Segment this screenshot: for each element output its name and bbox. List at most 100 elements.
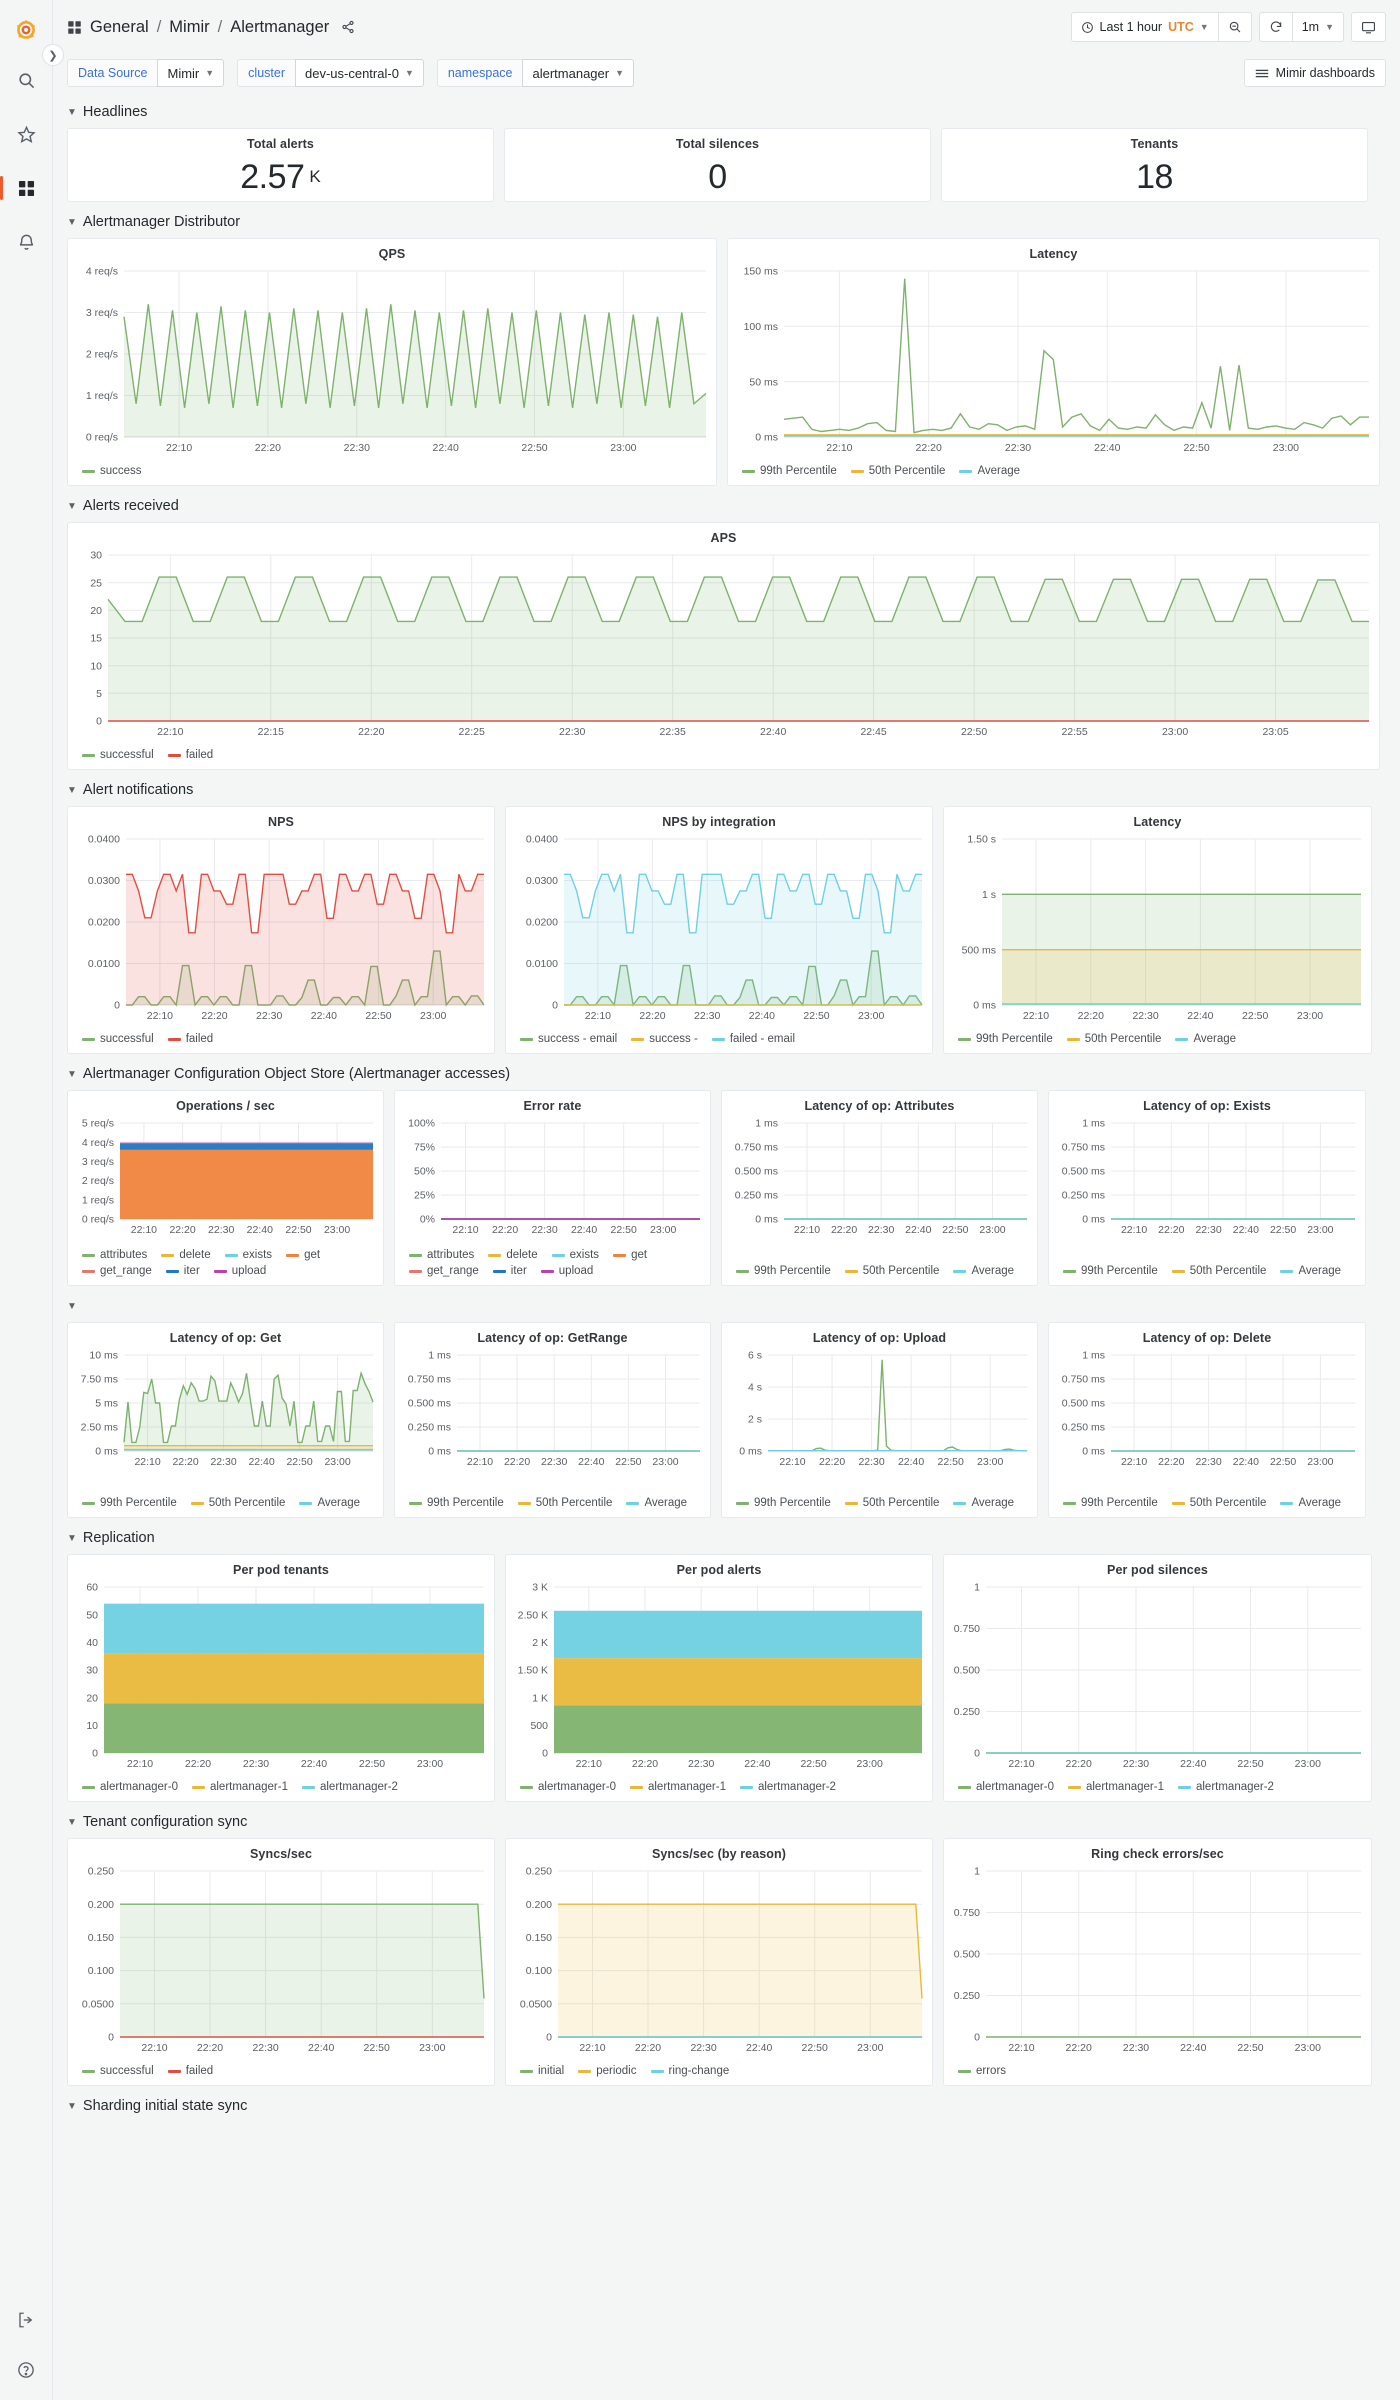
legend-item[interactable]: delete <box>488 1249 538 1261</box>
stat-panel-1[interactable]: Total silences 0 <box>504 128 931 202</box>
legend-item[interactable]: success - email <box>520 1033 617 1045</box>
legend-item[interactable]: 50th Percentile <box>850 465 945 477</box>
panel-body[interactable]: 0 req/s 1 req/s 2 req/s 3 req/s 4 req/s 22:10… <box>68 263 716 461</box>
legend-item[interactable]: 50th Percentile <box>1066 1033 1161 1045</box>
panel-body[interactable]: 0 ms 500 ms 1 s 1.50 s 22:10 22:20 22:30 22:40 2… <box>944 831 1371 1029</box>
row-header-headlines[interactable]: ▼ Headlines <box>67 100 1386 124</box>
legend-item[interactable]: 50th Percentile <box>517 1497 612 1509</box>
legend-item[interactable]: 99th Percentile <box>742 465 837 477</box>
legend-item[interactable]: get_range <box>82 1265 152 1277</box>
panel-body[interactable]: 0 0.250 0.500 0.750 1 22:10 22:20 22:30 22:40 22:… <box>944 1579 1371 1777</box>
legend-item[interactable]: alertmanager-1 <box>191 1781 288 1793</box>
legend-item[interactable]: alertmanager-2 <box>301 1781 398 1793</box>
sidebar-collapse-toggle[interactable]: ❯ <box>42 44 64 66</box>
panel-body[interactable]: 0 0.0500 0.100 0.150 0.200 0.250 22:10 22:20 22:… <box>68 1863 494 2061</box>
variable-select[interactable]: dev-us-central-0 ▼ <box>295 59 424 87</box>
legend-item[interactable]: upload <box>540 1265 593 1277</box>
legend-item[interactable]: Average <box>1175 1033 1236 1045</box>
legend-item[interactable]: failed <box>167 2065 213 2077</box>
variable-select[interactable]: alertmanager ▼ <box>522 59 635 87</box>
panel-body[interactable]: 0 500 1 K 1.50 K 2 K 2.50 K 3 K 22:10 22:20 22:30… <box>506 1579 932 1777</box>
row-header-sharding-initial-state-sync[interactable]: ▼ Sharding initial state sync <box>67 2094 1386 2118</box>
legend-item[interactable]: 99th Percentile <box>736 1265 831 1277</box>
legend-item[interactable]: get_range <box>409 1265 479 1277</box>
panel-body[interactable]: 0 ms 0.250 ms 0.500 ms 0.750 ms 1 ms 22:10 22:… <box>395 1347 710 1493</box>
stat-panel-2[interactable]: Tenants 18 <box>941 128 1368 202</box>
legend-item[interactable]: 99th Percentile <box>1063 1265 1158 1277</box>
panel-body[interactable]: 0 ms 2 s 4 s 6 s 22:10 22:20 22:30 22:40 22:50 23… <box>722 1347 1037 1493</box>
panel-body[interactable]: 0 ms 0.250 ms 0.500 ms 0.750 ms 1 ms 22:10 22:… <box>1049 1347 1365 1493</box>
legend-item[interactable]: successful <box>82 2065 154 2077</box>
legend-item[interactable]: alertmanager-0 <box>520 1781 616 1793</box>
panel-body[interactable]: 0 0.0100 0.0200 0.0300 0.0400 22:10 22:20 22:30… <box>506 831 932 1029</box>
refresh-button[interactable] <box>1258 12 1293 42</box>
signout-icon[interactable] <box>6 2300 46 2340</box>
legend-item[interactable]: failed - email <box>711 1033 795 1045</box>
panel-body[interactable]: 0 10 20 30 40 50 60 22:10 22:20 22:30 22:40 22:50 23… <box>68 1579 494 1777</box>
panel-body[interactable]: 0% 25% 50% 75% 100% 22:10 22:20 22:30 22:40 22:50… <box>395 1115 710 1245</box>
legend-item[interactable]: alertmanager-0 <box>82 1781 178 1793</box>
legend-item[interactable]: Average <box>299 1497 360 1509</box>
legend-item[interactable]: Average <box>1280 1497 1341 1509</box>
legend-item[interactable]: alertmanager-0 <box>958 1781 1054 1793</box>
legend-item[interactable]: 99th Percentile <box>1063 1497 1158 1509</box>
legend-item[interactable]: failed <box>167 749 213 761</box>
sidebar-item-search[interactable] <box>6 60 46 100</box>
legend-item[interactable]: alertmanager-2 <box>1177 1781 1274 1793</box>
legend-item[interactable]: successful <box>82 1033 154 1045</box>
legend-item[interactable]: periodic <box>578 2065 637 2077</box>
refresh-interval-picker[interactable]: 1m ▼ <box>1292 12 1344 42</box>
legend-item[interactable]: Average <box>959 465 1020 477</box>
legend-item[interactable]: alertmanager-2 <box>739 1781 836 1793</box>
legend-item[interactable]: attributes <box>82 1249 147 1261</box>
row-header-tenant-config-sync[interactable]: ▼ Tenant configuration sync <box>67 1810 1386 1834</box>
tv-mode-button[interactable] <box>1351 12 1386 42</box>
stat-panel-0[interactable]: Total alerts 2.57 K <box>67 128 494 202</box>
panel-body[interactable]: 0 0.0500 0.100 0.150 0.200 0.250 22:10 22:20 22:… <box>506 1863 932 2061</box>
legend-item[interactable]: success <box>82 465 142 477</box>
legend-item[interactable]: errors <box>958 2065 1006 2077</box>
panel-body[interactable]: 0 req/s 1 req/s 2 req/s 3 req/s 4 req/s 5 req… <box>68 1115 383 1245</box>
legend-item[interactable]: Average <box>1280 1265 1341 1277</box>
variable-select[interactable]: Mimir ▼ <box>157 59 225 87</box>
panel-body[interactable]: 0 5 10 15 20 25 30 22:10 22:15 22:20 22:25 22:30 22:… <box>68 547 1379 745</box>
legend-item[interactable]: get <box>613 1249 647 1261</box>
panel-body[interactable]: 0 ms 2.50 ms 5 ms 7.50 ms 10 ms 22:10 22:20 22:… <box>68 1347 383 1493</box>
help-icon[interactable] <box>6 2350 46 2390</box>
legend-item[interactable]: 50th Percentile <box>844 1265 939 1277</box>
legend-item[interactable]: 99th Percentile <box>736 1497 831 1509</box>
panel-body[interactable]: 0 ms 0.250 ms 0.500 ms 0.750 ms 1 ms 22:10 22:… <box>1049 1115 1365 1261</box>
legend-item[interactable]: initial <box>520 2065 564 2077</box>
legend-item[interactable]: success - <box>631 1033 698 1045</box>
legend-item[interactable]: exists <box>224 1249 272 1261</box>
grafana-logo-icon[interactable] <box>11 16 41 46</box>
row-header-alerts-received[interactable]: ▼ Alerts received <box>67 494 1386 518</box>
legend-item[interactable]: alertmanager-1 <box>1067 1781 1164 1793</box>
breadcrumb-item-mimir[interactable]: Mimir <box>169 17 210 36</box>
breadcrumb-item-general[interactable]: General <box>90 17 149 36</box>
legend-item[interactable]: alertmanager-1 <box>629 1781 726 1793</box>
legend-item[interactable]: failed <box>167 1033 213 1045</box>
sidebar-item-dashboards[interactable] <box>0 168 46 208</box>
row-header-distributor[interactable]: ▼ Alertmanager Distributor <box>67 210 1386 234</box>
share-icon[interactable] <box>341 20 355 34</box>
row-header-alert-notifications[interactable]: ▼ Alert notifications <box>67 778 1386 802</box>
legend-item[interactable]: 50th Percentile <box>190 1497 285 1509</box>
panel-body[interactable]: 0 0.250 0.500 0.750 1 22:10 22:20 22:30 22:40 22:… <box>944 1863 1371 2061</box>
legend-item[interactable]: 99th Percentile <box>82 1497 177 1509</box>
time-range-picker[interactable]: Last 1 hour UTC ▼ <box>1070 12 1219 42</box>
legend-item[interactable]: 50th Percentile <box>1171 1265 1266 1277</box>
legend-item[interactable]: delete <box>161 1249 211 1261</box>
legend-item[interactable]: iter <box>165 1265 200 1277</box>
legend-item[interactable]: successful <box>82 749 154 761</box>
row-header-replication[interactable]: ▼ Replication <box>67 1526 1386 1550</box>
zoom-out-button[interactable] <box>1218 12 1252 42</box>
legend-item[interactable]: 99th Percentile <box>409 1497 504 1509</box>
legend-item[interactable]: Average <box>953 1497 1014 1509</box>
legend-item[interactable]: attributes <box>409 1249 474 1261</box>
legend-item[interactable]: Average <box>953 1265 1014 1277</box>
row-header-config-object-store[interactable]: ▼ Alertmanager Configuration Object Stor… <box>67 1062 1386 1086</box>
mimir-dashboards-link[interactable]: Mimir dashboards <box>1243 59 1386 87</box>
legend-item[interactable]: 50th Percentile <box>1171 1497 1266 1509</box>
legend-item[interactable]: exists <box>551 1249 599 1261</box>
